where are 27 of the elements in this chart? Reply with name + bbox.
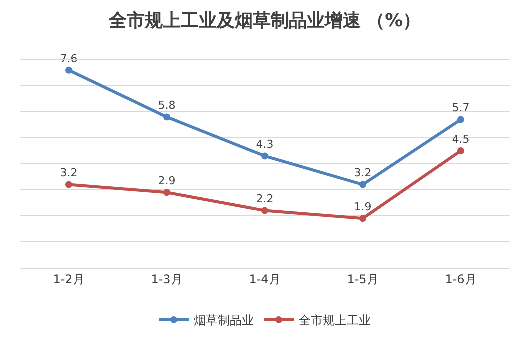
chart-title: 全市规上工业及烟草制品业增速 （%） <box>108 10 422 32</box>
point <box>360 215 366 222</box>
data-label: 5.7 <box>452 102 470 115</box>
data-label: 3.2 <box>354 166 372 180</box>
data-label: 3.2 <box>60 166 78 180</box>
data-label: 4.5 <box>452 132 470 146</box>
point <box>458 116 464 124</box>
data-label: 4.3 <box>256 138 274 152</box>
x-tick-label: 1-2月 <box>53 272 85 286</box>
point <box>360 181 366 188</box>
data-label: 2.2 <box>256 192 274 206</box>
data-label: 5.8 <box>158 99 176 112</box>
point <box>262 152 268 160</box>
x-tick-label: 1-6月 <box>445 272 477 286</box>
point <box>262 207 268 214</box>
data-label: 2.9 <box>158 174 176 188</box>
x-tick-label: 1-5月 <box>347 272 379 286</box>
x-tick-label: 1-4月 <box>249 272 281 286</box>
legend-label: 烟草制品业 <box>194 314 254 328</box>
point <box>66 181 72 188</box>
point <box>458 148 464 154</box>
legend-label: 全市规上工业 <box>299 314 371 328</box>
point <box>164 114 170 121</box>
x-tick-label: 1-3月 <box>151 272 183 286</box>
data-label: 1.9 <box>354 200 372 214</box>
point <box>164 189 170 196</box>
point <box>66 66 72 74</box>
